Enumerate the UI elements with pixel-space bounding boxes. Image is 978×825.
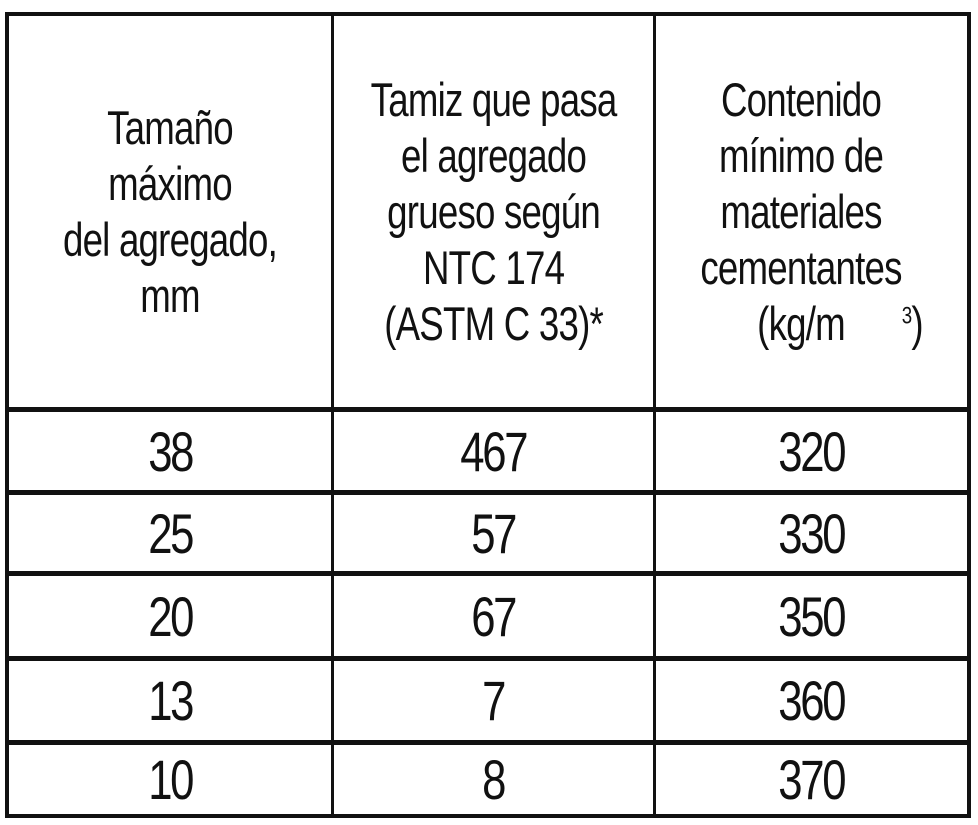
cell-min-cementitious-content: 350 — [656, 576, 967, 656]
cell-value: 20 — [148, 584, 194, 648]
column-divider — [653, 16, 656, 814]
cell-value: 57 — [471, 501, 518, 565]
cell-value: 370 — [778, 748, 847, 811]
cell-value: 467 — [460, 419, 529, 483]
cell-value: 25 — [148, 501, 194, 565]
cell-sieve-number: 467 — [334, 412, 653, 490]
header-text: Tamiz que pasa el agregado grueso según … — [370, 72, 618, 350]
cell-sieve-number: 8 — [334, 745, 653, 814]
cell-value: 360 — [778, 669, 847, 732]
row-divider — [9, 656, 967, 661]
row-divider — [9, 740, 967, 745]
row-divider — [9, 490, 967, 495]
header-text-main: Contenido mínimo de materiales cementant… — [700, 72, 902, 350]
cell-sieve-number: 67 — [334, 576, 653, 656]
row-divider — [9, 571, 967, 576]
unit-superscript: 3 — [901, 301, 912, 329]
cell-value: 7 — [482, 669, 507, 732]
cell-value: 67 — [471, 584, 518, 648]
header-text: Contenido mínimo de materiales cementant… — [700, 72, 923, 352]
header-min-cementitious: Contenido mínimo de materiales cementant… — [656, 16, 967, 407]
cell-value: 320 — [778, 419, 847, 483]
header-divider — [9, 407, 967, 412]
cell-max-aggregate-size: 38 — [9, 412, 331, 490]
header-text: Tamaño máximo del agregado, mm — [62, 100, 278, 322]
cell-max-aggregate-size: 25 — [9, 495, 331, 571]
cell-max-aggregate-size: 20 — [9, 576, 331, 656]
cell-sieve-number: 7 — [334, 661, 653, 740]
cell-min-cementitious-content: 330 — [656, 495, 967, 571]
column-divider — [331, 16, 334, 814]
aggregate-cement-table: Tamaño máximo del agregado, mm Tamiz que… — [5, 12, 971, 818]
cell-value: 38 — [148, 419, 194, 483]
cell-min-cementitious-content: 360 — [656, 661, 967, 740]
cell-sieve-number: 57 — [334, 495, 653, 571]
cell-value: 10 — [148, 748, 194, 811]
cell-max-aggregate-size: 13 — [9, 661, 331, 740]
unit-close: ) — [911, 296, 923, 350]
cell-value: 13 — [148, 669, 194, 732]
cell-min-cementitious-content: 320 — [656, 412, 967, 490]
cell-value: 350 — [778, 584, 847, 648]
cell-value: 8 — [482, 748, 507, 811]
cell-value: 330 — [778, 501, 847, 565]
cell-max-aggregate-size: 10 — [9, 745, 331, 814]
cell-min-cementitious-content: 370 — [656, 745, 967, 814]
header-max-aggregate-size: Tamaño máximo del agregado, mm — [9, 16, 331, 407]
header-sieve: Tamiz que pasa el agregado grueso según … — [334, 16, 653, 407]
